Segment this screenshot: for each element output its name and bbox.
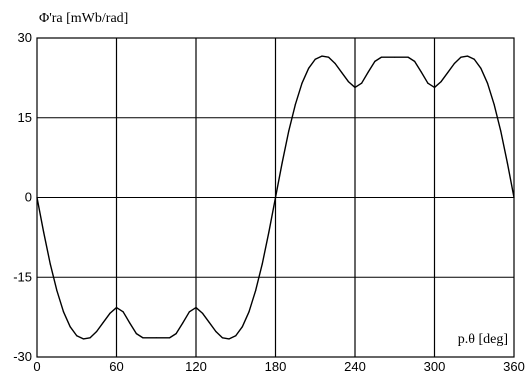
data-point	[308, 67, 310, 69]
x-tick-label: 120	[185, 359, 207, 371]
data-point	[427, 82, 429, 84]
data-point	[202, 312, 204, 315]
data-point	[354, 86, 356, 89]
x-tick-label: 300	[424, 359, 446, 371]
data-point	[142, 337, 144, 339]
data-point	[129, 322, 131, 324]
data-point	[453, 62, 455, 65]
x-tick-label: 0	[33, 359, 40, 371]
data-point	[486, 82, 489, 84]
data-point	[235, 335, 237, 337]
y-axis-title: Φ'ra [mWb/rad]	[39, 11, 128, 26]
data-point	[394, 56, 396, 58]
data-point	[506, 162, 508, 164]
data-point	[294, 103, 296, 106]
data-point	[109, 312, 111, 315]
data-point	[89, 337, 91, 339]
data-point	[274, 196, 277, 199]
tick-labels: 0 60 120 180 240 300 360 30 15 0 -15 -30	[13, 30, 525, 371]
data-point	[467, 55, 469, 57]
data-point	[513, 196, 515, 199]
data-point	[341, 71, 343, 74]
data-point	[407, 56, 409, 58]
x-axis-title-background	[454, 331, 511, 348]
data-point	[460, 56, 462, 58]
data-point	[321, 55, 323, 57]
data-point	[182, 322, 184, 324]
data-point	[500, 130, 502, 132]
data-point	[56, 289, 58, 292]
x-axis-title: p.θ [deg]	[458, 332, 508, 347]
data-point	[367, 71, 369, 73]
y-tick-label: -30	[13, 349, 32, 364]
data-point	[480, 67, 482, 69]
data-point	[334, 62, 336, 65]
data-point	[36, 196, 38, 199]
data-point	[268, 231, 270, 233]
data-point	[49, 263, 51, 265]
data-point	[135, 333, 137, 335]
y-tick-label: 0	[25, 190, 32, 205]
data-point	[102, 321, 104, 324]
data-point	[255, 289, 257, 292]
data-point	[215, 330, 217, 333]
data-point	[288, 130, 290, 132]
data-point	[122, 311, 124, 313]
series-layer	[36, 55, 515, 340]
data-point	[447, 71, 449, 74]
data-point	[281, 162, 283, 164]
data-point	[473, 58, 475, 60]
data-point	[115, 306, 118, 309]
data-point	[420, 71, 422, 73]
data-point	[221, 337, 224, 339]
data-point	[208, 321, 210, 324]
y-tick-label: 30	[18, 30, 32, 45]
data-point	[175, 333, 177, 335]
data-point	[493, 103, 495, 106]
data-point	[76, 335, 78, 337]
data-point	[188, 311, 190, 313]
data-point	[380, 56, 383, 58]
data-point	[195, 306, 197, 309]
data-point	[347, 80, 349, 83]
data-point	[241, 326, 243, 328]
data-point	[301, 82, 303, 84]
y-tick-label: 15	[18, 110, 32, 125]
data-point	[155, 337, 157, 339]
data-point	[327, 56, 330, 58]
data-point	[433, 86, 436, 89]
x-tick-label: 60	[109, 359, 123, 371]
data-point	[414, 60, 416, 62]
data-point	[69, 326, 71, 328]
x-tick-label: 360	[503, 359, 525, 371]
data-point	[96, 330, 98, 333]
y-tick-label: -15	[13, 269, 32, 284]
data-point	[168, 337, 171, 339]
x-tick-label: 240	[344, 359, 366, 371]
data-point	[361, 82, 363, 84]
data-point	[440, 80, 442, 83]
x-tick-label: 180	[265, 359, 287, 371]
data-point	[62, 311, 65, 313]
data-point	[82, 338, 84, 340]
data-point	[374, 60, 376, 62]
data-point	[248, 311, 250, 313]
data-point	[314, 58, 316, 60]
data-point	[261, 263, 263, 265]
data-point	[43, 231, 45, 233]
data-point	[228, 338, 230, 340]
